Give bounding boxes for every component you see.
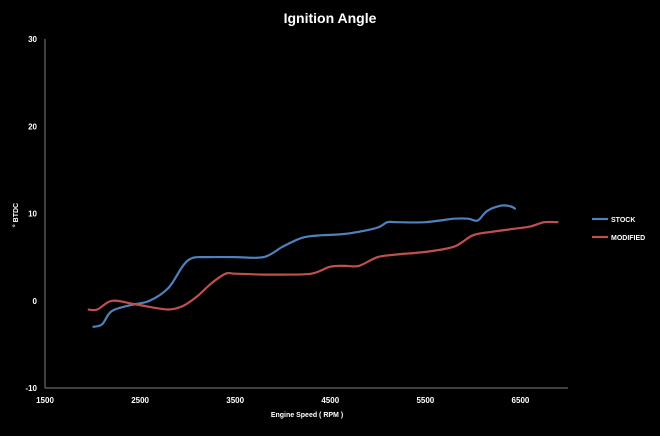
- y-axis-label: ° BTDC: [12, 203, 20, 227]
- axes: -10 0 10 20 30 1500 2500 3500 4500 5500 6500: [25, 35, 568, 405]
- legend-label-stock: STOCK: [611, 217, 635, 224]
- series-line-modified: [87, 220, 559, 312]
- x-tick-label: 1500: [36, 396, 54, 405]
- y-tick-label: 30: [28, 35, 37, 44]
- x-axis-label: Engine Speed ( RPM ): [271, 412, 343, 419]
- y-tick-label: 10: [28, 210, 37, 219]
- x-tick-label: 5500: [416, 396, 434, 405]
- series-lines: [87, 204, 559, 328]
- legend: STOCK MODIFIED: [592, 217, 645, 242]
- x-tick-label: 4500: [321, 396, 339, 405]
- series-line-stock: [92, 204, 517, 328]
- y-tick-label: -10: [25, 384, 37, 393]
- x-tick-label: 2500: [131, 396, 149, 405]
- x-tick-label: 6500: [512, 396, 530, 405]
- legend-label-modified: MODIFIED: [611, 235, 645, 242]
- x-tick-label: 3500: [226, 396, 244, 405]
- y-tick-label: 0: [33, 297, 38, 306]
- y-tick-label: 20: [28, 122, 37, 131]
- chart-title: Ignition Angle: [284, 10, 377, 26]
